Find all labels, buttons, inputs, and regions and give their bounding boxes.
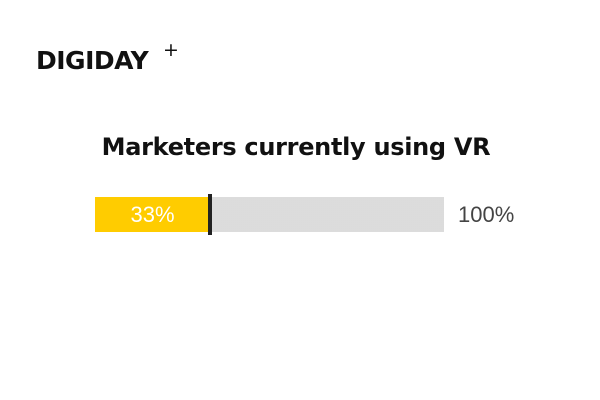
bar-max-label: 100% <box>458 202 515 227</box>
bar-marker <box>208 194 212 235</box>
bar-fill <box>95 197 210 232</box>
bar-value-label: 33% <box>130 202 175 227</box>
digiday-logo: DIGIDAY <box>36 46 149 75</box>
logo-plus-mark: + <box>163 39 179 61</box>
chart-title: Marketers currently using VR <box>101 133 491 161</box>
